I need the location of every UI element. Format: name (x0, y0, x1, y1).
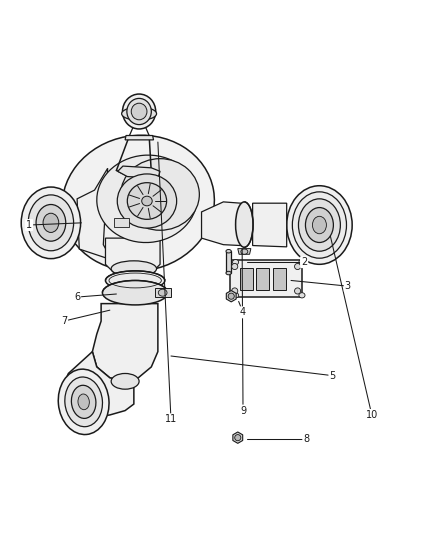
Text: 5: 5 (329, 370, 336, 381)
Ellipse shape (43, 213, 59, 232)
Ellipse shape (21, 187, 81, 259)
Ellipse shape (65, 377, 102, 427)
Polygon shape (273, 268, 286, 289)
Text: 6: 6 (74, 292, 80, 302)
Polygon shape (62, 352, 134, 417)
Polygon shape (256, 268, 269, 289)
Ellipse shape (233, 260, 239, 265)
Ellipse shape (232, 288, 238, 294)
Ellipse shape (58, 369, 109, 434)
Ellipse shape (142, 196, 152, 206)
Ellipse shape (232, 263, 238, 270)
Ellipse shape (111, 261, 156, 277)
Ellipse shape (102, 280, 168, 305)
Ellipse shape (127, 183, 166, 220)
Text: 9: 9 (240, 406, 246, 416)
Polygon shape (240, 268, 253, 289)
Text: 4: 4 (240, 308, 246, 317)
Text: 1: 1 (26, 220, 32, 230)
Ellipse shape (312, 216, 326, 234)
Ellipse shape (292, 192, 346, 258)
Text: 3: 3 (345, 281, 351, 291)
Ellipse shape (106, 271, 165, 290)
Ellipse shape (299, 293, 305, 298)
Ellipse shape (131, 103, 147, 120)
Ellipse shape (299, 260, 305, 265)
Polygon shape (118, 166, 160, 179)
Ellipse shape (36, 205, 66, 241)
Ellipse shape (28, 195, 74, 251)
Polygon shape (77, 168, 112, 260)
Polygon shape (114, 219, 130, 227)
Ellipse shape (241, 249, 248, 254)
Polygon shape (226, 290, 236, 302)
Polygon shape (233, 432, 243, 443)
Ellipse shape (78, 394, 89, 410)
Ellipse shape (298, 199, 340, 251)
Polygon shape (226, 251, 231, 273)
Ellipse shape (305, 207, 333, 243)
Ellipse shape (122, 107, 156, 120)
Polygon shape (125, 135, 153, 140)
Polygon shape (238, 248, 251, 254)
Polygon shape (230, 261, 302, 297)
Polygon shape (201, 202, 241, 246)
Ellipse shape (97, 155, 197, 243)
Polygon shape (92, 304, 158, 381)
Ellipse shape (236, 202, 253, 247)
Text: 10: 10 (366, 410, 378, 420)
Ellipse shape (235, 434, 241, 441)
Text: 8: 8 (303, 434, 309, 444)
Ellipse shape (228, 293, 234, 299)
Text: 7: 7 (61, 316, 67, 326)
Ellipse shape (62, 135, 214, 271)
Ellipse shape (123, 94, 155, 129)
Polygon shape (106, 238, 160, 273)
Ellipse shape (294, 288, 300, 294)
Polygon shape (253, 203, 287, 247)
Ellipse shape (121, 159, 199, 230)
Text: 2: 2 (301, 257, 307, 267)
Ellipse shape (127, 99, 151, 125)
Ellipse shape (111, 374, 139, 389)
Ellipse shape (294, 263, 300, 270)
Ellipse shape (158, 289, 167, 296)
Ellipse shape (226, 249, 231, 253)
Ellipse shape (117, 174, 177, 228)
Ellipse shape (71, 385, 96, 418)
Ellipse shape (226, 271, 231, 275)
Ellipse shape (233, 293, 239, 298)
Polygon shape (155, 288, 171, 297)
Text: 11: 11 (165, 414, 177, 424)
Ellipse shape (287, 185, 352, 264)
